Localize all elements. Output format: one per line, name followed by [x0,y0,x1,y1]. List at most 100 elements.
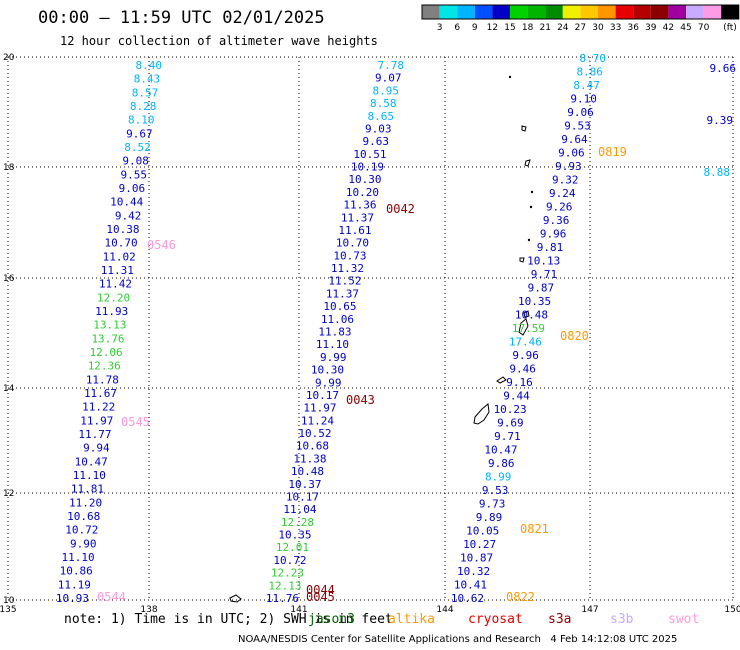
wave-height-reading: 9.36 [543,214,570,227]
wave-height-reading: 17.59 [512,322,545,335]
wave-height-reading: 9.90 [70,537,97,550]
saipan-island-outline [518,318,529,336]
wave-height-reading: 10.35 [518,295,551,308]
wave-height-reading: 11.22 [82,401,115,414]
satellite-name-jason3: jason3 [308,612,355,627]
wave-height-reading: 9.63 [363,135,390,148]
legend-tick-label: 15 [504,23,515,33]
wave-height-reading: 9.86 [488,457,515,470]
wave-height-reading: 11.78 [86,373,119,386]
wave-height-reading: 8.40 [136,59,163,72]
wave-height-reading: 9.16 [506,376,533,389]
wave-height-reading: 9.39 [707,114,734,127]
time-stamp-label: 0043 [346,393,375,407]
latitude-tick-label: 10 [3,596,15,606]
wave-height-reading: 10.17 [286,490,319,503]
wave-height-reading: 9.10 [570,93,597,106]
wave-height-reading: 8.95 [373,84,400,97]
footer-note: note: 1) Time is in UTC; 2) SWH is in fe… [64,612,393,627]
satellite-name-s3a: s3a [548,612,572,627]
longitude-tick-label: 147 [581,605,598,615]
wave-height-reading: 10.86 [60,565,93,578]
wave-height-reading: 9.42 [115,209,142,222]
wave-height-reading: 11.38 [293,452,326,465]
wave-height-reading: 8.57 [132,86,159,99]
satellite-name-swot: swot [668,612,700,627]
wave-height-reading: 11.42 [99,278,132,291]
wave-height-reading: 9.53 [482,484,509,497]
legend-tick-label: 27 [575,23,586,33]
wave-height-reading: 11.06 [321,313,354,326]
legend-tick-label: 39 [645,23,657,33]
wave-height-reading: 8.47 [573,79,600,92]
wave-height-reading: 8.99 [485,471,512,484]
page-subtitle: 12 hour collection of altimeter wave hei… [60,34,378,48]
wave-height-reading: 11.93 [95,305,128,318]
legend-frame [421,4,740,20]
page-title: 00:00 – 11:59 UTC 02/01/2025 [38,8,325,28]
wave-height-reading: 13.13 [93,319,126,332]
small-island-dot [508,75,512,79]
small-island-dot [529,205,533,209]
wave-height-reading: 9.32 [552,174,579,187]
wave-height-reading: 10.05 [466,525,499,538]
wave-height-reading: 11.19 [58,578,91,591]
wave-height-reading: 11.32 [331,262,364,275]
time-stamp-label: 0546 [147,238,176,252]
wave-height-reading: 11.61 [338,224,371,237]
wave-height-reading: 9.07 [375,72,402,85]
wave-height-reading: 9.94 [83,442,110,455]
legend-tick-label: 42 [663,23,674,33]
wave-height-reading: 11.04 [283,503,316,516]
wave-height-reading: 9.99 [320,351,347,364]
legend-swatch [510,5,528,19]
time-stamp-label: 0822 [506,590,535,604]
wave-height-reading: 9.66 [710,62,737,75]
legend-swatch [474,5,493,19]
legend-tick-label: 70 [698,23,710,33]
longitude-tick-label: 141 [290,605,307,615]
wave-height-reading: 9.26 [546,201,573,214]
legend-swatch [721,5,739,19]
wave-height-reading: 10.68 [67,510,100,523]
wave-height-reading: 10.30 [348,173,381,186]
wave-height-reading: 12.28 [281,516,314,529]
legend-tick-label: 12 [487,23,498,33]
footer-legend: note: 1) Time is in UTC; 2) SWH is in fe… [64,612,393,627]
legend-swatch [580,5,598,19]
wave-height-reading: 7.78 [378,59,405,72]
wave-height-reading: 9.46 [509,363,536,376]
legend-tick-label: 18 [522,23,534,33]
wave-height-reading: 11.02 [103,250,136,263]
wave-height-reading: 9.64 [561,133,588,146]
wave-height-reading: 9.73 [479,498,506,511]
wave-height-reading: 9.87 [528,282,555,295]
wave-height-reading: 10.51 [353,148,386,161]
wave-height-reading: 10.87 [460,552,493,565]
wave-height-reading: 10.72 [65,524,98,537]
legend-unit: (ft) [723,23,737,33]
wave-height-reading: 10.68 [296,440,329,453]
satellite-name-s3b: s3b [610,612,634,627]
wave-height-reading: 10.52 [298,427,331,440]
wave-height-reading: 8.10 [128,114,155,127]
rota-island-outline [496,376,507,384]
legend-swatch [545,5,563,19]
wave-height-reading: 8.43 [134,73,161,86]
wave-height-reading: 9.99 [315,376,342,389]
wave-height-reading: 17.46 [509,336,542,349]
latitude-tick-label: 14 [3,384,15,394]
satellite-name-altika: altika [388,612,435,627]
wave-height-reading: 11.31 [101,264,134,277]
time-stamp-label: 0544 [97,590,126,604]
wave-height-reading: 9.69 [497,417,524,430]
wave-height-reading: 9.06 [567,106,594,119]
wave-height-reading: 12.36 [88,360,121,373]
time-stamp-label: 0821 [520,522,549,536]
axis-tick-labels: 135 138 141 144 147 150 20 18 16 14 12 10 [0,53,740,615]
legend-tick-label: 30 [592,23,604,33]
time-stamp-label: 0820 [560,329,589,343]
wave-height-reading: 11.10 [73,469,106,482]
